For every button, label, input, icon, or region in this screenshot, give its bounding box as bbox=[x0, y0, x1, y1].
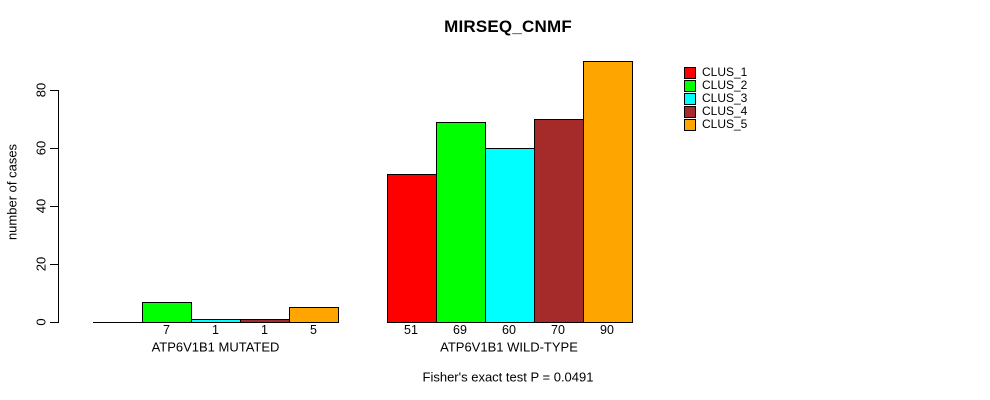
bar-CLUS_3 bbox=[484, 148, 535, 323]
y-axis-line bbox=[58, 90, 59, 323]
y-tick-label: 20 bbox=[33, 256, 49, 272]
bar-value-label: 1 bbox=[261, 323, 268, 337]
legend-label: CLUS_4 bbox=[702, 104, 748, 118]
bar-CLUS_2 bbox=[435, 122, 486, 323]
y-tick-mark bbox=[50, 90, 58, 91]
bar-CLUS_5 bbox=[289, 307, 339, 323]
bar-CLUS_4 bbox=[533, 119, 584, 323]
bar-value-label: 51 bbox=[404, 323, 418, 337]
legend-item-CLUS_4: CLUS_4 bbox=[684, 105, 747, 118]
group-label: ATP6V1B1 MUTATED bbox=[151, 339, 280, 355]
bar-value-label: 60 bbox=[502, 323, 516, 337]
bar-CLUS_1 bbox=[386, 174, 437, 323]
legend-swatch-CLUS_1 bbox=[684, 66, 696, 79]
y-tick-label: 60 bbox=[33, 140, 49, 156]
legend-item-CLUS_2: CLUS_2 bbox=[684, 79, 747, 92]
y-tick-mark bbox=[50, 322, 58, 323]
bar-value-label: 7 bbox=[163, 323, 170, 337]
y-axis-title: number of cases bbox=[4, 143, 20, 241]
legend-item-CLUS_3: CLUS_3 bbox=[684, 92, 747, 105]
y-tick-label: 80 bbox=[33, 82, 49, 98]
y-tick-label: 40 bbox=[33, 198, 49, 214]
bar-value-label: 90 bbox=[600, 323, 614, 337]
y-tick-label: 0 bbox=[33, 318, 49, 326]
y-tick-mark bbox=[50, 148, 58, 149]
legend-label: CLUS_5 bbox=[702, 117, 748, 131]
legend-swatch-CLUS_4 bbox=[684, 105, 696, 118]
bar-value-label: 5 bbox=[310, 323, 317, 337]
legend-item-CLUS_5: CLUS_5 bbox=[684, 118, 747, 131]
group-label: ATP6V1B1 WILD-TYPE bbox=[440, 339, 578, 355]
annotation-text: Fisher's exact test P = 0.0491 bbox=[422, 369, 594, 385]
bar-value-label: 69 bbox=[453, 323, 467, 337]
bar-CLUS_5 bbox=[582, 61, 633, 323]
legend-swatch-CLUS_3 bbox=[684, 92, 696, 105]
bar-CLUS_1-zero bbox=[93, 322, 143, 323]
chart-title: MIRSEQ_CNMF bbox=[444, 17, 572, 36]
legend-label: CLUS_1 bbox=[702, 65, 748, 79]
y-tick-mark bbox=[50, 264, 58, 265]
legend-item-CLUS_1: CLUS_1 bbox=[684, 66, 747, 79]
legend-swatch-CLUS_5 bbox=[684, 118, 696, 131]
bar-CLUS_2 bbox=[142, 302, 192, 323]
legend-swatch-CLUS_2 bbox=[684, 79, 696, 92]
bar-value-label: 70 bbox=[551, 323, 565, 337]
legend-label: CLUS_2 bbox=[702, 78, 748, 92]
y-tick-mark bbox=[50, 206, 58, 207]
legend-label: CLUS_3 bbox=[702, 91, 748, 105]
bar-value-label: 1 bbox=[212, 323, 219, 337]
